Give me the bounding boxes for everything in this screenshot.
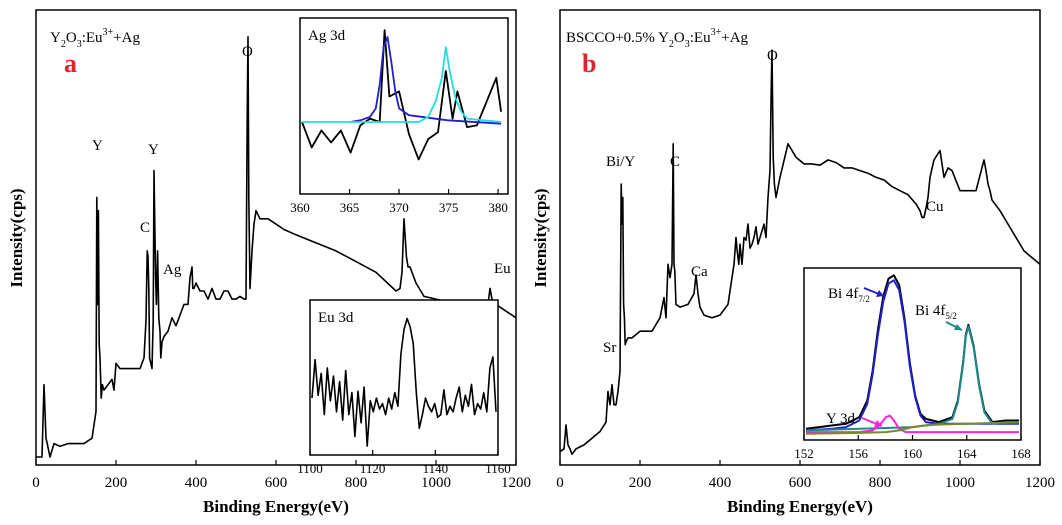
x-b-tick-label-3: 600 [789, 475, 812, 491]
peak-label-o-a: O [242, 44, 253, 60]
x-b-tick-label-6: 1200 [1025, 475, 1055, 491]
panel-letter-b: b [582, 49, 596, 78]
annotation-bi-4f72: Bi 4f7/2 [828, 286, 870, 304]
x-a-tick-label-3: 600 [265, 475, 288, 491]
x-b-tick-label-5: 1000 [945, 475, 975, 491]
x-b-tick-label-1: 200 [629, 475, 652, 491]
spectrum-b [559, 49, 1041, 456]
spectrum-line-b [559, 49, 1041, 456]
inset-ag3d-ticks: 360 365 370 375 380 [290, 189, 508, 215]
panel-letter-a: a [64, 49, 77, 78]
inset-bi4f: 152 156 160 164 168 Bi 4f7/2 Bi 4f5/2 Y 3d [794, 267, 1031, 461]
x-ticks-b: 0 200 400 600 800 1000 1200 [556, 460, 1055, 491]
inset-eu3d-title: Eu 3d [318, 310, 354, 326]
peak-label-cu: Cu [926, 199, 944, 215]
inset-bi4f-lines [805, 274, 1020, 435]
inset-bi4f-x-tick-label-3: 164 [957, 446, 977, 461]
inset-eu3d-x-tick-label-1: 1120 [360, 461, 386, 476]
y-axis-title-a: Intensity(cps) [7, 188, 26, 287]
inset-eu3d-x-tick-label-3: 1160 [485, 461, 511, 476]
inset-ag3d-x-tick-label-2: 370 [389, 200, 409, 215]
x-ticks-a: 0 200 400 600 800 1000 1200 [32, 460, 531, 491]
x-b-tick-label-2: 400 [709, 475, 732, 491]
sample-label-b: BSCCO+0.5% Y2O3:Eu3++Ag [566, 27, 749, 50]
inset-eu3d-frame [309, 299, 499, 456]
peak-label-eu: Eu [494, 261, 511, 277]
x-b-tick-label-0: 0 [556, 475, 564, 491]
inset-eu3d-x-tick-label-0: 1100 [297, 461, 323, 476]
peak-label-ca: Ca [691, 264, 708, 280]
inset-eu3d-lines [311, 317, 497, 447]
inset-bi4f-x-tick-label-1: 156 [849, 446, 869, 461]
inset-ag3d-x-tick-label-4: 380 [488, 200, 508, 215]
peak-label-y1: Y [92, 138, 103, 154]
sample-label-a: Y2O3:Eu3++Ag [50, 27, 140, 50]
peak-label-o-b: O [767, 48, 778, 64]
inset-ag3d: Ag 3d 360 365 370 375 380 [290, 17, 509, 215]
inset-bi4f-x-tick-label-2: 160 [903, 446, 923, 461]
inset-bi4f-x-tick-label-0: 152 [794, 446, 814, 461]
x-a-tick-label-0: 0 [32, 475, 40, 491]
x-a-tick-label-6: 1200 [501, 475, 531, 491]
x-a-tick-label-1: 200 [105, 475, 128, 491]
inset-ag3d-title: Ag 3d [308, 28, 346, 44]
annotation-bi-4f52: Bi 4f5/2 [915, 303, 957, 321]
inset-bi4f-series-1 [805, 279, 1019, 432]
inset-ag3d-frame [299, 17, 509, 195]
inset-bi4f-series-3 [806, 414, 1019, 434]
arrow-head-y3d [874, 420, 882, 427]
spectrum-line-a [36, 35, 517, 458]
peak-label-c-a: C [140, 220, 150, 236]
inset-ag3d-x-tick-label-3: 375 [439, 200, 459, 215]
panel-b: Intensity(cps) Binding Energy(eV) 0 200 40… [531, 9, 1055, 516]
x-a-tick-label-2: 400 [185, 475, 208, 491]
annotation-y3d: Y 3d [826, 411, 856, 427]
inset-eu3d-x-tick-label-2: 1140 [423, 461, 449, 476]
peak-label-bi-y: Bi/Y [606, 154, 635, 170]
inset-ag3d-x-tick-label-1: 365 [340, 200, 360, 215]
inset-ag3d-x-tick-label-0: 360 [290, 200, 310, 215]
inset-bi4f-x-tick-label-4: 168 [1011, 446, 1031, 461]
inset-eu3d-ticks: 1100 1120 1140 1160 [297, 450, 511, 476]
peak-label-ag: Ag [163, 262, 182, 278]
x-axis-title-a: Binding Energy(eV) [203, 497, 349, 516]
arrow-head-bi-4f72 [876, 290, 884, 297]
inset-ag3d-series-1 [350, 36, 502, 125]
inset-bi4f-ticks: 152 156 160 164 168 [794, 435, 1031, 461]
inset-ag3d-lines [301, 29, 502, 161]
inset-ag3d-series-2 [302, 46, 502, 123]
y-axis-title-b: Intensity(cps) [531, 188, 550, 287]
x-a-tick-label-5: 1000 [421, 475, 451, 491]
inset-eu3d-series-0 [311, 317, 497, 447]
inset-eu3d: Eu 3d 1100 1120 1140 1160 [297, 299, 511, 476]
peak-label-y2: Y [148, 142, 159, 158]
panel-a: Intensity(cps) Binding Energy(eV) 0 200 40… [7, 9, 531, 516]
peak-label-sr: Sr [603, 340, 616, 356]
x-axis-title-b: Binding Energy(eV) [727, 497, 873, 516]
inset-bi4f-series-4 [805, 421, 1020, 435]
peak-label-c-b: C [670, 154, 680, 170]
arrow-head-bi-4f52 [954, 324, 962, 330]
x-a-tick-label-4: 800 [345, 475, 368, 491]
spectrum-a [36, 35, 517, 458]
x-b-tick-label-4: 800 [869, 475, 892, 491]
